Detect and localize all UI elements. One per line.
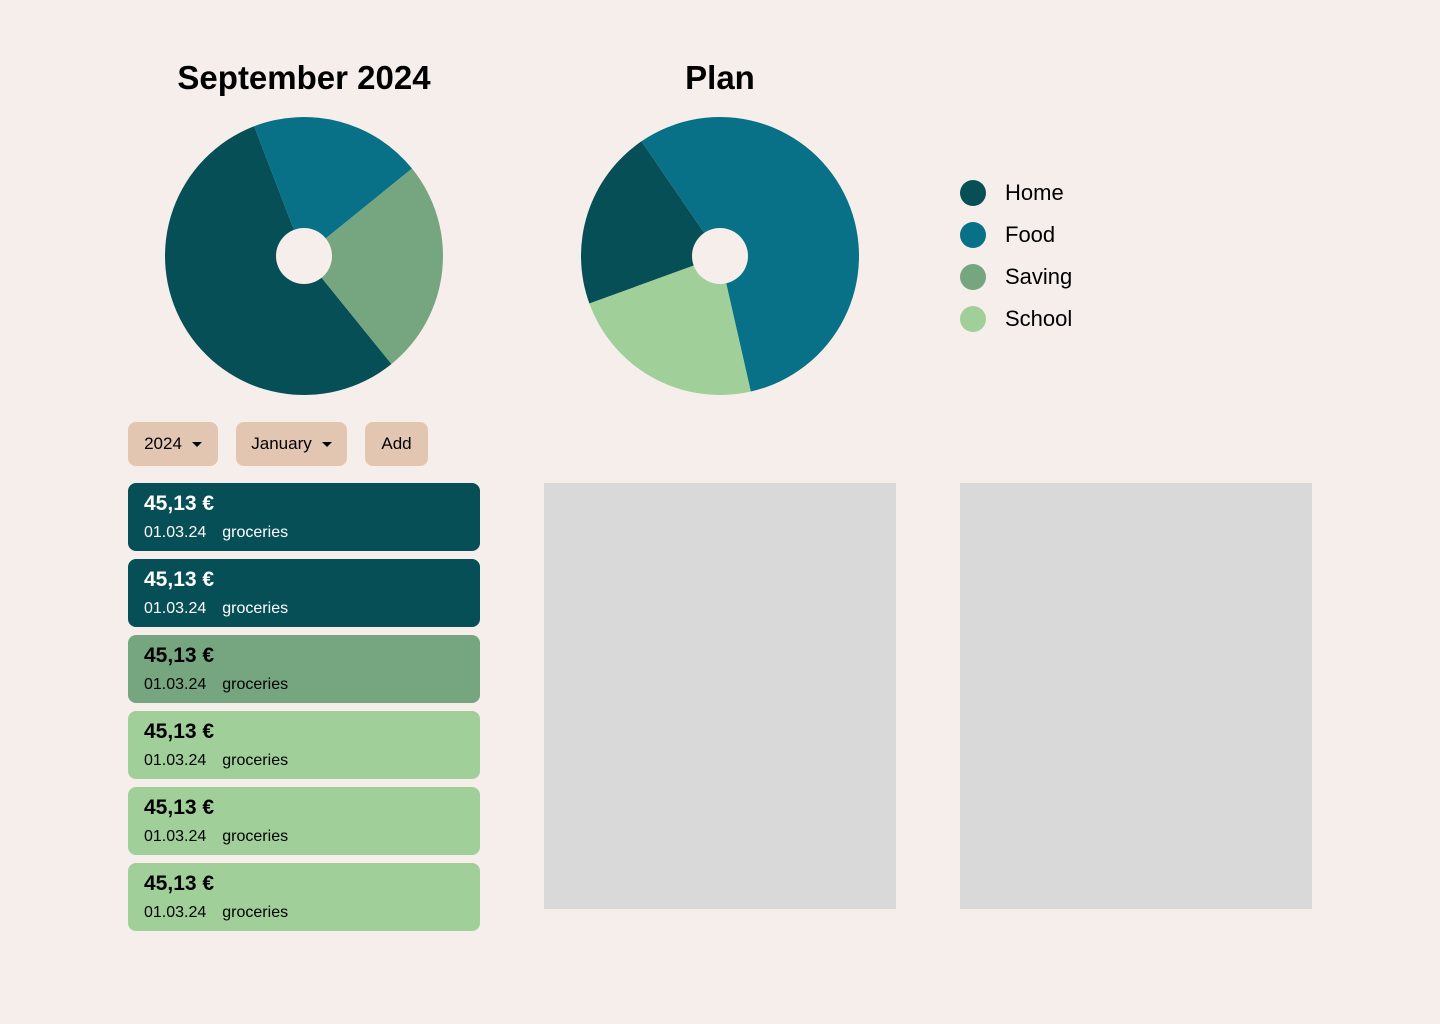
placeholder-panel-left xyxy=(544,483,896,909)
month-pie-chart xyxy=(165,117,443,395)
transaction-date: 01.03.24 xyxy=(144,524,207,541)
transaction-date: 01.03.24 xyxy=(144,600,207,617)
month-dropdown[interactable]: January xyxy=(236,422,347,466)
transaction-amount: 45,13 € xyxy=(144,568,215,591)
legend-dot-food xyxy=(960,222,986,248)
legend-label: Home xyxy=(1005,180,1064,205)
year-dropdown-value: 2024 xyxy=(144,434,182,453)
transaction-card[interactable]: 45,13 € 01.03.24 groceries xyxy=(128,863,480,931)
transaction-amount: 45,13 € xyxy=(144,644,215,667)
transaction-meta: 01.03.24 groceries xyxy=(144,523,464,543)
pie-slice-school xyxy=(589,256,751,395)
legend-label: Food xyxy=(1005,222,1056,247)
pie-center-hole xyxy=(276,228,332,284)
legend-dot-saving xyxy=(960,264,986,290)
legend-item-home: Home xyxy=(960,172,1072,214)
chevron-down-icon xyxy=(191,442,202,447)
transaction-date: 01.03.24 xyxy=(144,752,207,769)
legend-label: School xyxy=(1005,306,1073,331)
transaction-note: groceries xyxy=(222,600,289,617)
legend-dot-school xyxy=(960,306,986,332)
plan-chart-title: Plan xyxy=(685,59,755,96)
legend-item-food: Food xyxy=(960,214,1072,256)
add-button[interactable]: Add xyxy=(365,422,428,466)
category-legend: Home Food Saving School xyxy=(960,172,1072,340)
transaction-list: 45,13 € 01.03.24 groceries 45,13 € 01.03.… xyxy=(128,483,480,939)
pie-center-hole xyxy=(692,228,748,284)
filter-controls: 2024 January Add xyxy=(128,422,428,466)
legend-dot-home xyxy=(960,180,986,206)
transaction-amount: 45,13 € xyxy=(144,872,215,895)
transaction-amount: 45,13 € xyxy=(144,796,215,819)
transaction-date: 01.03.24 xyxy=(144,676,207,693)
legend-item-saving: Saving xyxy=(960,256,1072,298)
transaction-note: groceries xyxy=(222,828,289,845)
chevron-down-icon xyxy=(321,442,332,447)
transaction-date: 01.03.24 xyxy=(144,828,207,845)
transaction-meta: 01.03.24 groceries xyxy=(144,599,464,619)
transaction-meta: 01.03.24 groceries xyxy=(144,675,464,695)
legend-label: Saving xyxy=(1005,264,1073,289)
transaction-meta: 01.03.24 groceries xyxy=(144,827,464,847)
transaction-note: groceries xyxy=(222,676,289,693)
transaction-card[interactable]: 45,13 € 01.03.24 groceries xyxy=(128,787,480,855)
pie-slice-food xyxy=(641,116,859,392)
year-dropdown[interactable]: 2024 xyxy=(128,422,218,466)
transaction-card[interactable]: 45,13 € 01.03.24 groceries xyxy=(128,711,480,779)
month-chart-title: September 2024 xyxy=(177,59,431,96)
transaction-card[interactable]: 45,13 € 01.03.24 groceries xyxy=(128,559,480,627)
transaction-meta: 01.03.24 groceries xyxy=(144,903,464,923)
transaction-amount: 45,13 € xyxy=(144,720,215,743)
transaction-card[interactable]: 45,13 € 01.03.24 groceries xyxy=(128,635,480,703)
transaction-amount: 45,13 € xyxy=(144,492,215,515)
transaction-date: 01.03.24 xyxy=(144,904,207,921)
transaction-note: groceries xyxy=(222,524,289,541)
transaction-note: groceries xyxy=(222,904,289,921)
pie-slice-home xyxy=(581,141,720,304)
pie-slice-saving xyxy=(304,168,443,365)
legend-item-school: School xyxy=(960,298,1072,340)
plan-pie-chart xyxy=(581,116,859,395)
transaction-note: groceries xyxy=(222,752,289,769)
transaction-meta: 01.03.24 groceries xyxy=(144,751,464,771)
transaction-card[interactable]: 45,13 € 01.03.24 groceries xyxy=(128,483,480,551)
placeholder-panel-right xyxy=(960,483,1312,909)
month-dropdown-value: January xyxy=(251,434,312,453)
pie-slice-food xyxy=(254,117,413,257)
